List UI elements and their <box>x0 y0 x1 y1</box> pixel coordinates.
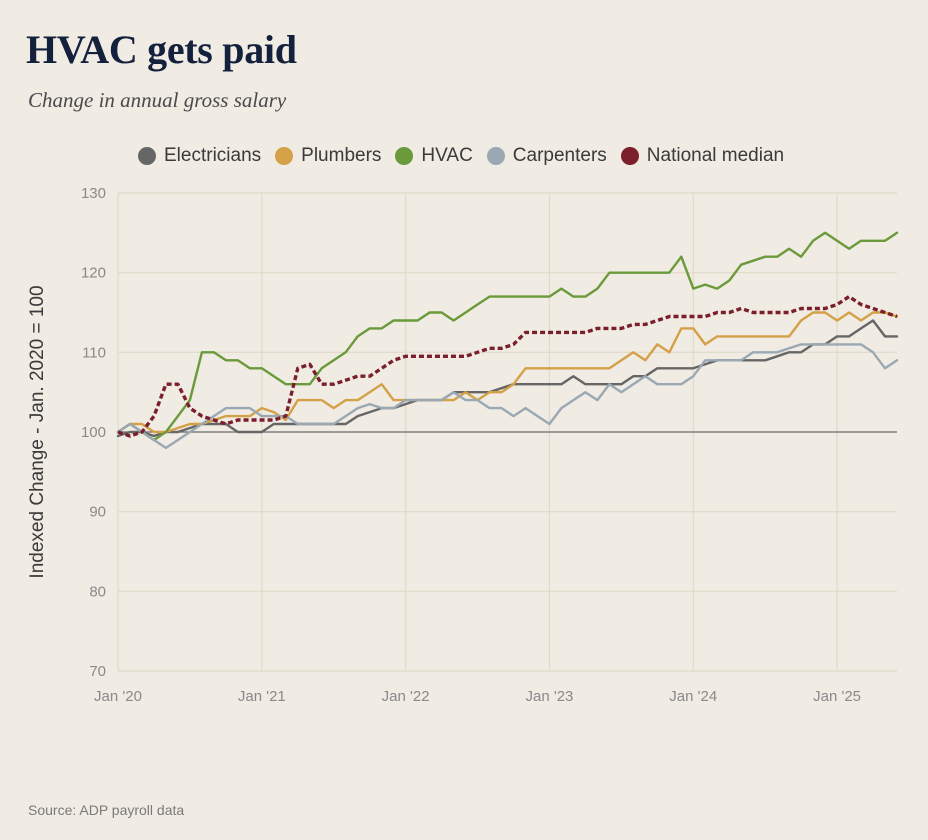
legend-label-plumbers: Plumbers <box>301 145 382 166</box>
chart-subtitle: Change in annual gross salary <box>28 88 287 112</box>
source-note: Source: ADP payroll data <box>28 802 185 818</box>
series-line-plumbers <box>116 311 899 434</box>
series-line-electricians <box>116 319 899 438</box>
x-tick-label-jan-25: Jan '25 <box>813 688 861 705</box>
x-tick-label-jan-22: Jan '22 <box>382 688 430 705</box>
y-tick-label-100: 100 <box>81 424 106 441</box>
y-tick-label-80: 80 <box>89 583 106 600</box>
y-tick-label-90: 90 <box>89 504 106 521</box>
legend-label-carpenters: Carpenters <box>512 145 607 166</box>
chart-title: HVAC gets paid <box>26 27 297 72</box>
x-tick-label-jan-20: Jan '20 <box>94 688 142 705</box>
axis-ticks: 70 80 90 100 110 120 130 Jan '20 Jan '21 Jan '22 J… <box>81 185 861 705</box>
legend: Electricians Plumbers HVAC Carpenters Na… <box>138 145 784 167</box>
y-tick-label-120: 120 <box>81 265 106 282</box>
legend-item-plumbers[interactable]: Plumbers <box>275 145 381 167</box>
x-tick-label-jan-23: Jan '23 <box>525 688 573 705</box>
legend-label-hvac: HVAC <box>421 145 473 166</box>
series-lines <box>116 231 899 450</box>
legend-item-carpenters[interactable]: Carpenters <box>486 145 607 167</box>
legend-item-national-median[interactable]: National median <box>620 145 785 167</box>
y-tick-label-70: 70 <box>89 663 106 680</box>
legend-label-national-median: National median <box>646 145 785 166</box>
grid <box>117 192 897 672</box>
legend-swatch-hvac <box>395 147 414 165</box>
y-tick-label-130: 130 <box>81 185 106 202</box>
legend-item-electricians[interactable]: Electricians <box>138 145 261 167</box>
series-line-hvac <box>116 231 899 442</box>
legend-swatch-national-median <box>620 147 639 165</box>
legend-label-electricians: Electricians <box>164 145 262 166</box>
legend-swatch-plumbers <box>275 147 294 165</box>
y-tick-label-110: 110 <box>82 344 106 361</box>
legend-swatch-carpenters <box>486 147 505 165</box>
series-line-carpenters <box>116 343 899 450</box>
legend-swatch-electricians <box>138 147 156 165</box>
x-tick-label-jan-21: Jan '21 <box>238 688 286 705</box>
legend-item-hvac[interactable]: HVAC <box>395 145 473 167</box>
series-line-national-median <box>117 294 898 438</box>
x-tick-label-jan-24: Jan '24 <box>669 688 717 705</box>
